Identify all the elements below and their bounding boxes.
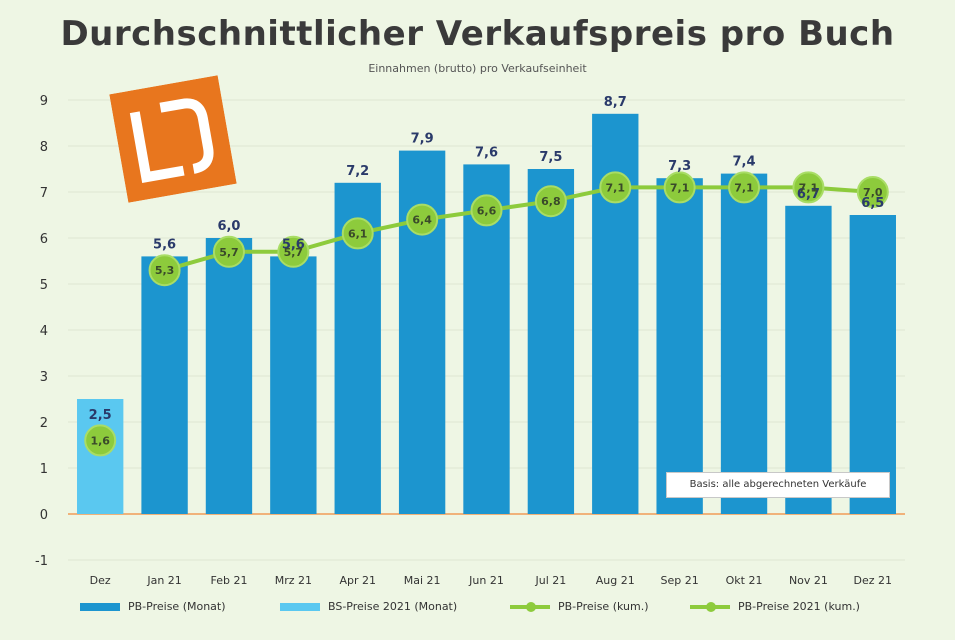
cumulative-value-label: 7,1 [799,181,819,194]
legend-swatch [280,602,320,611]
cumulative-value-label: 6,1 [348,227,368,240]
legend-label: PB-Preise (Monat) [128,600,226,613]
cumulative-value-label: 5,7 [219,246,239,259]
y-tick-label: 9 [40,94,48,109]
chart-subtitle: Einnahmen (brutto) pro Verkaufseinheit [368,62,587,75]
bar-value-label: 7,2 [346,164,369,179]
bars [77,113,896,515]
bar-value-label: 7,9 [411,132,434,147]
x-tick-label: Jul 21 [535,574,567,587]
bar [849,215,896,514]
bar-value-label: 2,5 [89,408,112,423]
y-tick-label: 3 [40,370,48,385]
bar-value-label: 5,6 [282,237,305,252]
x-tick-label: Apr 21 [339,574,376,587]
x-tick-label: Feb 21 [210,574,247,587]
bar [270,256,317,514]
cumulative-marker [277,235,310,268]
cumulative-marker [406,203,439,236]
legend: PB-Preise (Monat) BS-Preise 2021 (Monat)… [80,596,940,620]
legend-item-pb-kum: PB-Preise (kum.) [510,600,649,613]
cumulative-value-label: 5,3 [155,264,175,277]
cumulative-line [84,171,889,457]
cumulative-marker [599,171,632,204]
bar-value-label: 6,7 [797,187,820,202]
cumulative-value-label: 1,6 [90,434,110,447]
bar-value-label: 7,4 [733,155,756,170]
bar-value-label: 8,7 [604,95,627,110]
x-tick-label: Mrz 21 [275,574,312,587]
axes: -1 0 1 2 3 4 5 6 7 8 9 Dez Jan 21 Feb 21 Mrz 21 Apr 21 M… [35,94,892,587]
bar [527,169,575,514]
y-tick-label: 1 [40,462,48,477]
x-tick-label: Jan 21 [146,574,181,587]
cumulative-marker [470,194,503,227]
bar-value-label: 7,6 [475,145,498,160]
legend-label: PB-Preise 2021 (kum.) [738,600,860,613]
x-tick-label: Aug 21 [596,574,635,587]
x-tick-label: Jun 21 [468,574,504,587]
legend-label: BS-Preise 2021 (Monat) [328,600,458,613]
cumulative-marker [341,217,374,250]
legend-label: PB-Preise (kum.) [558,600,649,613]
cumulative-marker [212,235,245,268]
bar-value-label: 6,0 [217,219,240,234]
cumulative-value-label: 5,7 [284,246,304,259]
data-labels: 5,6 6,0 5,6 7,2 7,9 7,6 7,5 8,7 7,3 7,4 6,7 6,5 2,5 5… [89,95,885,448]
cumulative-value-label: 6,6 [477,204,497,217]
bar-value-label: 6,5 [861,196,884,211]
annotation-box: Basis: alle abgerechneten Verkäufe [666,472,890,498]
cumulative-value-label: 7,1 [606,181,626,194]
y-tick-label: 0 [40,508,48,523]
publisher-logo [109,75,237,203]
cumulative-marker [148,254,181,287]
cumulative-marker [84,424,117,457]
legend-item-pb-monat: PB-Preise (Monat) [80,600,226,613]
bar [656,178,703,514]
cumulative-value-label: 6,4 [412,214,432,227]
y-tick-label: 7 [40,186,48,201]
y-tick-label: 6 [40,232,48,247]
bar-value-label: 5,6 [153,237,176,252]
cumulative-value-label: 7,1 [670,181,690,194]
cumulative-marker [663,171,696,204]
cumulative-value-label: 7,1 [734,181,754,194]
bar [785,205,832,515]
cumulative-value-label: 7,0 [863,186,883,199]
x-tick-label: Nov 21 [789,574,828,587]
bar-value-label: 7,3 [668,159,691,174]
y-tick-label: 5 [40,278,48,293]
bar [141,256,188,514]
x-tick-label: Okt 21 [726,574,763,587]
cumulative-marker [792,171,825,204]
x-tick-label: Dez 21 [854,574,893,587]
bar [205,238,253,514]
y-tick-label: 4 [40,324,48,339]
bar-value-label: 7,5 [539,150,562,165]
cumulative-marker [728,171,761,204]
x-tick-label: Sep 21 [661,574,699,587]
legend-swatch [80,602,120,611]
legend-line [690,601,730,612]
legend-item-bs-monat: BS-Preise 2021 (Monat) [280,600,457,613]
legend-line [510,601,550,612]
bar [77,399,124,514]
cumulative-marker [534,185,567,218]
cumulative-value-label: 6,8 [541,195,561,208]
y-tick-label: 2 [40,416,48,431]
y-tick-label: 8 [40,140,48,155]
legend-item-pb-2021-kum: PB-Preise 2021 (kum.) [690,600,860,613]
x-tick-label: Mai 21 [404,574,441,587]
chart-title: Durchschnittlicher Verkaufspreis pro Buc… [60,14,895,54]
cumulative-marker [856,176,889,208]
x-tick-label: Dez [90,574,111,587]
y-tick-label: -1 [35,554,48,569]
bar [720,173,768,514]
